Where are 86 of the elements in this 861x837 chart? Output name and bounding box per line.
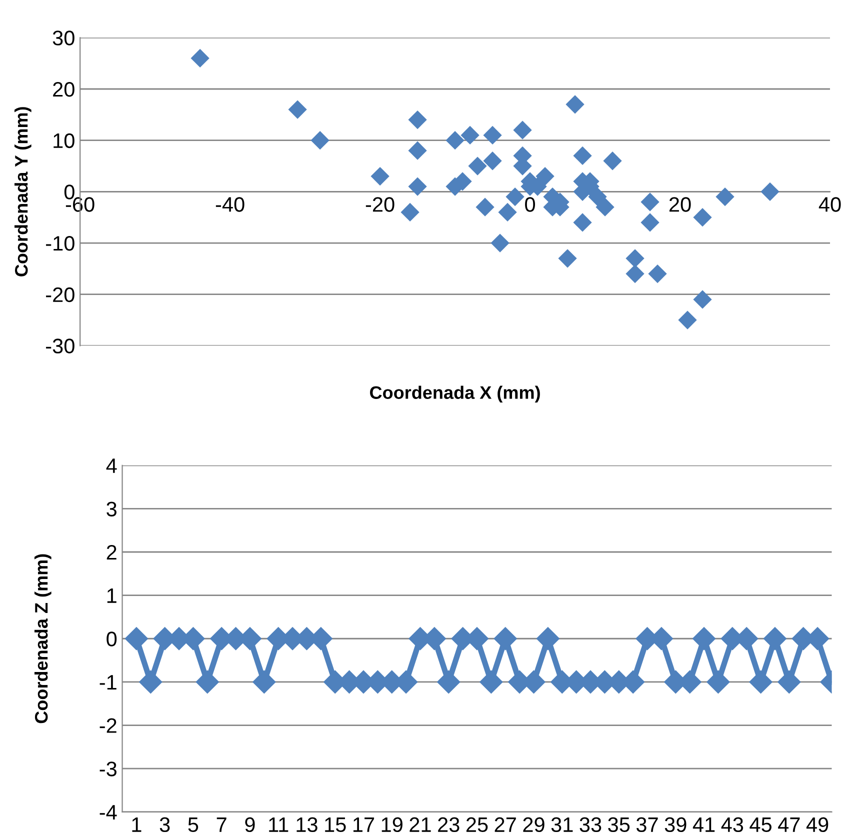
x-tick-label: 25 [466, 817, 488, 832]
y-tick-label: 3 [106, 502, 116, 516]
point [408, 177, 427, 196]
x-tick-label: 0 [525, 197, 536, 212]
y-tick-label: 1 [107, 588, 116, 603]
x-tick-label: 3 [160, 817, 170, 832]
point [603, 152, 622, 170]
y-tick-label: 0 [106, 632, 117, 646]
point [588, 187, 607, 206]
y-tick-label: 2 [106, 545, 116, 560]
x-tick-label: 17 [353, 818, 374, 832]
point [693, 290, 712, 309]
x-tick-label: 11 [269, 818, 288, 832]
point [408, 141, 427, 160]
y-tick-label: -4 [100, 805, 117, 820]
x-tick-label: 45 [750, 818, 772, 832]
x-tick-label: -40 [216, 197, 244, 212]
point [626, 264, 644, 284]
x-tick-label: -60 [66, 197, 94, 212]
x-tick-label: 29 [523, 817, 544, 832]
y-tick-label: -30 [46, 338, 74, 354]
y-tick-label: -20 [46, 287, 74, 302]
point [573, 146, 592, 166]
y-tick-label: 10 [54, 133, 74, 148]
point [760, 182, 780, 201]
point [490, 234, 510, 252]
point [648, 264, 667, 284]
point [370, 166, 390, 186]
x-tick-label: 7 [216, 818, 226, 832]
point [498, 202, 517, 222]
x-tick-label: -20 [366, 197, 394, 212]
y-tick-label: 20 [53, 82, 74, 97]
y-tick-label: 30 [52, 30, 74, 46]
point [640, 213, 660, 232]
x-tick-label: 43 [721, 817, 744, 832]
point [558, 249, 577, 268]
x-tick-label: 40 [818, 197, 841, 212]
x-tick-label: 13 [296, 817, 318, 832]
point [693, 208, 712, 227]
x-tick-label: 21 [410, 817, 431, 832]
point [716, 187, 734, 206]
y-tick-label: 0 [64, 184, 74, 200]
y-tick-label: -2 [100, 718, 116, 733]
x-tick-label: 20 [669, 197, 691, 212]
point [640, 192, 660, 212]
y-axis-title: Coordenada Y (mm) [14, 107, 32, 276]
x-tick-label: 35 [608, 817, 630, 832]
x-tick-label: 41 [692, 818, 715, 832]
y-tick-label: -1 [100, 675, 116, 690]
point [506, 187, 524, 206]
x-tick-label: 31 [551, 817, 573, 832]
y-tick-label: -3 [100, 762, 116, 776]
point [678, 310, 697, 330]
x-tick-label: 37 [636, 817, 658, 832]
point [468, 156, 487, 176]
point [408, 110, 427, 130]
point [513, 120, 532, 140]
point [190, 48, 210, 68]
x-tick-label: 47 [778, 818, 800, 832]
x-tick-label: 19 [382, 817, 402, 832]
point [446, 131, 464, 150]
point [476, 198, 494, 216]
point [626, 249, 644, 268]
point [310, 131, 330, 150]
x-axis-title: Coordenada X (mm) [370, 386, 540, 403]
y-axis-title: Coordenada Z (mm) [34, 554, 52, 724]
y-tick-label: -10 [46, 236, 74, 251]
point [483, 152, 502, 170]
x-tick-label: 39 [664, 817, 686, 832]
x-tick-label: 33 [580, 817, 602, 832]
point [460, 126, 480, 145]
point [483, 126, 502, 145]
point [573, 213, 592, 232]
y-tick-label: 4 [106, 458, 117, 473]
x-tick-label: 23 [438, 817, 460, 832]
point [288, 100, 307, 119]
point [400, 202, 420, 222]
x-tick-label: 5 [188, 818, 198, 832]
x-tick-label: 15 [325, 818, 346, 832]
x-tick-label: 9 [245, 817, 255, 832]
point [536, 166, 554, 186]
point [596, 198, 614, 216]
x-tick-label: 1 [132, 818, 142, 832]
x-tick-label: 27 [494, 817, 516, 832]
point [566, 95, 584, 114]
x-tick-label: 49 [806, 817, 828, 832]
